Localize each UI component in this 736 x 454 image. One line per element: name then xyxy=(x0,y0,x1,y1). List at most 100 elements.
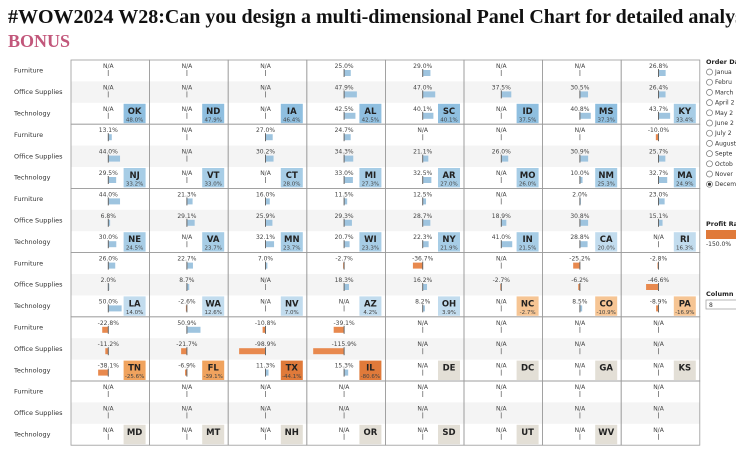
missing-label: N/A xyxy=(103,384,115,391)
bar xyxy=(579,219,589,226)
bar-value-label: -10.8% xyxy=(255,320,277,327)
bar-baseline xyxy=(107,176,109,184)
state-code-label: FL xyxy=(208,364,220,374)
bar-value-label: -46.6% xyxy=(648,277,670,284)
bar-value-label: -21.7% xyxy=(176,341,198,348)
bar-baseline xyxy=(343,176,345,184)
bar-baseline xyxy=(107,347,109,356)
state-code-label: ID xyxy=(522,107,532,117)
bar-value-label: 30.0% xyxy=(99,234,118,241)
month-radio xyxy=(706,129,713,137)
bar xyxy=(500,348,502,355)
category-label: Office Supplies xyxy=(14,88,63,96)
missing-label: N/A xyxy=(103,405,115,412)
bar-baseline xyxy=(186,218,188,227)
bar xyxy=(658,348,659,355)
state-box xyxy=(123,103,146,124)
missing-label: N/A xyxy=(182,149,194,156)
state-box xyxy=(595,296,618,316)
state-code-label: TN xyxy=(128,364,141,374)
bar xyxy=(344,369,349,376)
state-box xyxy=(516,424,539,445)
missing-label: N/A xyxy=(496,341,508,348)
bar-value-label: 21.1% xyxy=(413,149,432,156)
bar-value-label: 30.8% xyxy=(570,213,589,220)
bar xyxy=(344,219,352,226)
bar xyxy=(422,433,424,440)
bar xyxy=(108,198,121,205)
category-label: Technology xyxy=(13,174,51,182)
bar xyxy=(265,134,273,141)
bar-baseline xyxy=(265,325,266,334)
missing-label: N/A xyxy=(339,298,351,305)
bar-baseline xyxy=(422,111,424,120)
bar xyxy=(265,433,266,440)
bar-baseline xyxy=(500,90,502,99)
missing-label: N/A xyxy=(417,341,429,348)
missing-label: N/A xyxy=(103,427,115,434)
bar xyxy=(579,112,591,119)
missing-label: N/A xyxy=(496,363,508,370)
missing-label: N/A xyxy=(182,106,194,113)
state-code-label: NM xyxy=(598,171,614,181)
missing-label: N/A xyxy=(417,127,429,134)
bar xyxy=(573,262,580,269)
bar-value-label: -115.9% xyxy=(332,341,357,348)
bar xyxy=(658,433,659,440)
category-label: Furniture xyxy=(14,388,43,396)
bar-baseline xyxy=(265,347,266,356)
bar xyxy=(658,198,665,205)
state-box xyxy=(280,424,303,445)
column-title: Column N xyxy=(706,290,736,298)
missing-label: N/A xyxy=(339,405,351,412)
bar-baseline xyxy=(265,133,266,142)
state-code-label: WA xyxy=(205,299,221,309)
bar xyxy=(579,348,581,355)
bar-value-label: 44.0% xyxy=(99,191,118,198)
state-pct-label: 33.4% xyxy=(676,117,693,123)
state-box xyxy=(595,360,618,380)
bar-value-label: -6.9% xyxy=(178,363,196,370)
state-code-label: SD xyxy=(442,428,455,438)
bar xyxy=(108,262,116,269)
state-pct-label: 12.6% xyxy=(204,310,221,316)
bar xyxy=(344,134,351,141)
bar xyxy=(344,112,356,119)
missing-label: N/A xyxy=(653,234,665,241)
bar xyxy=(239,348,266,355)
bar-baseline xyxy=(579,111,581,120)
bar-value-label: 26.0% xyxy=(492,149,511,156)
state-pct-label: 27.3% xyxy=(362,182,379,188)
bar-value-label: 8.5% xyxy=(572,298,588,305)
bar xyxy=(422,369,424,376)
bar-baseline xyxy=(343,283,345,291)
missing-label: N/A xyxy=(260,277,272,284)
bar-value-label: 7.0% xyxy=(258,256,274,263)
bar xyxy=(501,219,507,226)
missing-label: N/A xyxy=(260,63,272,70)
missing-label: N/A xyxy=(575,427,587,434)
bar-value-label: 26.8% xyxy=(649,63,668,70)
bar-baseline xyxy=(107,261,109,270)
bar-value-label: 8.2% xyxy=(415,298,431,305)
state-box xyxy=(280,103,303,124)
state-box xyxy=(202,232,225,252)
category-label: Office Supplies xyxy=(14,409,63,417)
bar xyxy=(186,112,188,119)
missing-label: N/A xyxy=(653,384,665,391)
bar-baseline xyxy=(579,90,581,99)
missing-label: N/A xyxy=(496,170,508,177)
bar-baseline xyxy=(186,261,188,270)
missing-label: N/A xyxy=(496,63,508,70)
bar-baseline xyxy=(107,283,109,291)
bar xyxy=(265,112,266,119)
bar xyxy=(422,91,436,98)
bar xyxy=(107,70,109,76)
bar xyxy=(658,155,666,162)
bar-value-label: -25.2% xyxy=(569,256,591,263)
month-label: Octob xyxy=(715,161,733,168)
state-code-label: ND xyxy=(206,107,220,117)
bar xyxy=(265,241,275,248)
state-code-label: OR xyxy=(364,428,378,438)
bar xyxy=(422,326,424,333)
